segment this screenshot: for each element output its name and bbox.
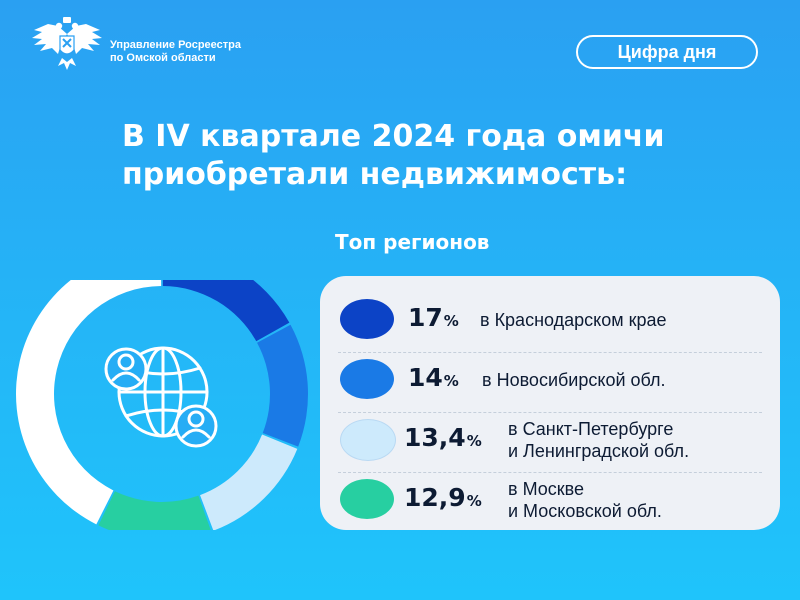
legend-value: 17 <box>408 303 443 332</box>
donut-slice-3 <box>200 434 298 530</box>
legend-color-dot <box>340 359 394 399</box>
double-headed-eagle-icon <box>32 17 102 70</box>
donut-slice-1 <box>162 280 290 342</box>
headline-line1: В IV квартале 2024 года омичи <box>122 119 665 154</box>
legend-value: 14 <box>408 363 443 392</box>
donut-slices <box>16 280 308 530</box>
legend-label: в Краснодарском крае <box>480 309 667 331</box>
legend-divider <box>338 472 762 473</box>
percent-sign: % <box>466 492 482 510</box>
legend-divider <box>338 412 762 413</box>
legend-value: 13,4 <box>404 423 466 452</box>
organization-name: Управление Росреестра по Омской области <box>110 39 241 65</box>
legend-label-line2: и Ленинградской обл. <box>508 441 690 461</box>
legend-percentage: 12,9% <box>404 483 482 512</box>
percent-sign: % <box>466 432 482 450</box>
legend-percentage: 17% <box>408 303 459 332</box>
legend-label-line1: в Краснодарском крае <box>480 310 667 330</box>
legend-row: 13,4% в Санкт-Петербурге и Ленинградской о… <box>320 410 780 472</box>
legend-percentage: 13,4% <box>404 423 482 452</box>
legend-color-dot <box>340 299 394 339</box>
globe-people-icon <box>104 346 218 448</box>
legend-label-line2: и Московской обл. <box>508 501 662 521</box>
organization-name-line2: по Омской области <box>110 52 216 64</box>
donut-slice-rest <box>16 280 162 525</box>
headline: В IV квартале 2024 года омичи приобретал… <box>122 118 665 194</box>
legend-label: в Санкт-Петербурге и Ленинградской обл. <box>508 418 689 462</box>
legend-label: в Москве и Московской обл. <box>508 478 662 522</box>
legend-color-dot <box>340 419 396 461</box>
legend-row: 12,9% в Москве и Московской обл. <box>320 470 780 532</box>
legend-value: 12,9 <box>404 483 466 512</box>
percent-sign: % <box>443 372 459 390</box>
figure-of-the-day-badge: Цифра дня <box>576 35 758 69</box>
legend-row: 17% в Краснодарском крае <box>320 290 780 352</box>
percent-sign: % <box>443 312 459 330</box>
donut-slice-2 <box>257 324 308 447</box>
legend-label-line1: в Новосибирской обл. <box>482 370 666 390</box>
donut-chart <box>16 280 308 530</box>
regions-legend-card: 17% в Краснодарском крае 14% в Новосибирско… <box>320 276 780 530</box>
chart-title: Топ регионов <box>335 230 490 254</box>
legend-row: 14% в Новосибирской обл. <box>320 350 780 412</box>
legend-color-dot <box>340 479 394 519</box>
legend-label: в Новосибирской обл. <box>482 369 666 391</box>
organization-name-line1: Управление Росреестра <box>110 39 241 51</box>
legend-percentage: 14% <box>408 363 459 392</box>
donut-slice-4 <box>98 491 211 530</box>
legend-divider <box>338 352 762 353</box>
legend-label-line1: в Москве <box>508 479 585 499</box>
legend-label-line1: в Санкт-Петербурге <box>508 419 674 439</box>
headline-line2: приобретали недвижимость: <box>122 157 628 192</box>
